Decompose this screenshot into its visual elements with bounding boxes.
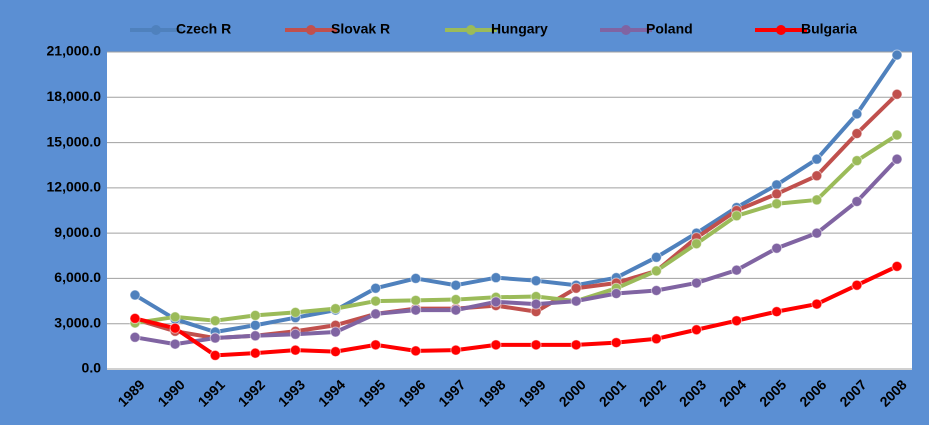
point bbox=[410, 294, 422, 306]
point bbox=[811, 153, 823, 165]
point bbox=[891, 260, 903, 272]
legend-marker bbox=[621, 25, 631, 35]
point bbox=[249, 309, 261, 321]
y-tick-label: 0.0 bbox=[82, 360, 102, 376]
point bbox=[771, 306, 783, 318]
legend-marker bbox=[306, 25, 316, 35]
point bbox=[129, 312, 141, 324]
point bbox=[570, 282, 582, 294]
legend-label: Czech R bbox=[176, 21, 231, 37]
point bbox=[169, 311, 181, 323]
point bbox=[249, 319, 261, 331]
point bbox=[330, 303, 342, 315]
legend-label: Slovak R bbox=[331, 21, 390, 37]
point bbox=[450, 279, 462, 291]
point bbox=[650, 251, 662, 263]
point bbox=[811, 298, 823, 310]
point bbox=[731, 315, 743, 327]
point bbox=[129, 289, 141, 301]
point bbox=[731, 210, 743, 222]
point bbox=[891, 129, 903, 141]
point bbox=[891, 153, 903, 165]
point bbox=[771, 188, 783, 200]
legend-marker bbox=[776, 25, 786, 35]
y-tick-label: 21,000.0 bbox=[47, 43, 102, 59]
point bbox=[490, 296, 502, 308]
legend-marker bbox=[151, 25, 161, 35]
y-tick-label: 18,000.0 bbox=[47, 88, 102, 104]
point bbox=[490, 272, 502, 284]
point bbox=[851, 128, 863, 140]
point bbox=[851, 108, 863, 120]
legend-marker bbox=[466, 25, 476, 35]
point bbox=[891, 49, 903, 61]
point bbox=[410, 304, 422, 316]
point bbox=[851, 195, 863, 207]
point bbox=[610, 288, 622, 300]
y-tick-label: 12,000.0 bbox=[47, 179, 102, 195]
series-line bbox=[134, 264, 898, 358]
point bbox=[771, 198, 783, 210]
point bbox=[289, 306, 301, 318]
point bbox=[811, 194, 823, 206]
point bbox=[811, 227, 823, 239]
point bbox=[891, 88, 903, 100]
point bbox=[370, 282, 382, 294]
point bbox=[289, 328, 301, 340]
point bbox=[169, 338, 181, 350]
point bbox=[690, 238, 702, 250]
legend-label: Poland bbox=[646, 21, 693, 37]
point bbox=[330, 346, 342, 358]
series-line bbox=[134, 157, 899, 347]
point bbox=[650, 285, 662, 297]
point bbox=[129, 331, 141, 343]
plot-area bbox=[107, 52, 912, 370]
y-tick-label: 15,000.0 bbox=[47, 133, 102, 149]
point bbox=[289, 344, 301, 356]
point bbox=[450, 344, 462, 356]
point bbox=[851, 279, 863, 291]
point bbox=[249, 347, 261, 359]
point bbox=[450, 304, 462, 316]
point bbox=[530, 298, 542, 310]
point bbox=[370, 308, 382, 320]
point bbox=[410, 345, 422, 357]
point bbox=[490, 339, 502, 351]
point bbox=[690, 324, 702, 336]
point bbox=[610, 337, 622, 349]
point bbox=[771, 179, 783, 191]
y-tick-label: 6,000.0 bbox=[54, 269, 101, 285]
point bbox=[410, 272, 422, 284]
point bbox=[811, 170, 823, 182]
point bbox=[650, 265, 662, 277]
legend-label: Bulgaria bbox=[801, 21, 857, 37]
point bbox=[209, 315, 221, 327]
point bbox=[570, 339, 582, 351]
point bbox=[771, 242, 783, 254]
y-tick-label: 9,000.0 bbox=[54, 224, 101, 240]
point bbox=[370, 339, 382, 351]
y-tick-label: 3,000.0 bbox=[54, 314, 101, 330]
point bbox=[650, 333, 662, 345]
legend-label: Hungary bbox=[491, 21, 548, 37]
point bbox=[851, 155, 863, 167]
series-line bbox=[134, 133, 899, 325]
series-line bbox=[133, 53, 899, 335]
point bbox=[530, 339, 542, 351]
point bbox=[690, 277, 702, 289]
point bbox=[450, 294, 462, 306]
point bbox=[209, 349, 221, 361]
point bbox=[570, 295, 582, 307]
point bbox=[209, 332, 221, 344]
point bbox=[370, 295, 382, 307]
point bbox=[731, 264, 743, 276]
point bbox=[249, 330, 261, 342]
point bbox=[530, 275, 542, 287]
point bbox=[169, 322, 181, 334]
point bbox=[330, 326, 342, 338]
